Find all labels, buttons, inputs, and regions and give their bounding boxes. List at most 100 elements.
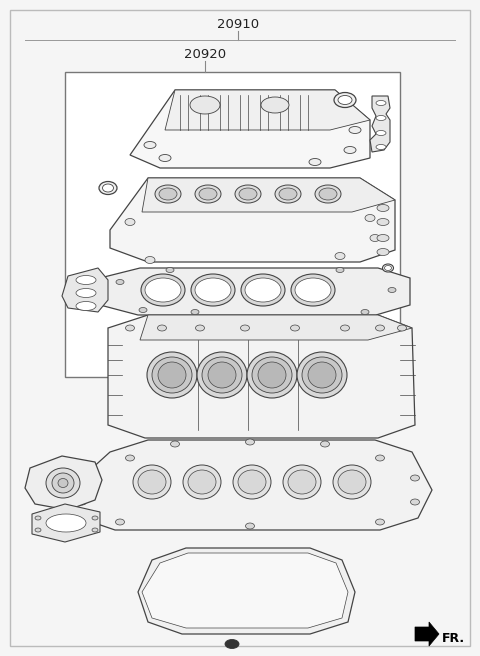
Ellipse shape: [361, 310, 369, 314]
Ellipse shape: [388, 287, 396, 293]
Ellipse shape: [35, 516, 41, 520]
Ellipse shape: [183, 465, 221, 499]
Ellipse shape: [309, 159, 321, 165]
Ellipse shape: [319, 188, 337, 200]
Ellipse shape: [239, 188, 257, 200]
Ellipse shape: [158, 362, 186, 388]
Polygon shape: [25, 456, 102, 510]
Ellipse shape: [340, 325, 349, 331]
Ellipse shape: [92, 528, 98, 532]
Ellipse shape: [188, 470, 216, 494]
Ellipse shape: [375, 325, 384, 331]
Text: 20910: 20910: [217, 18, 259, 30]
Ellipse shape: [166, 268, 174, 272]
Ellipse shape: [376, 144, 386, 150]
Ellipse shape: [377, 205, 389, 211]
Polygon shape: [68, 440, 432, 530]
Ellipse shape: [99, 182, 117, 194]
Ellipse shape: [245, 523, 254, 529]
Ellipse shape: [252, 357, 292, 393]
Ellipse shape: [195, 185, 221, 203]
Ellipse shape: [77, 499, 86, 505]
Polygon shape: [370, 96, 390, 152]
Ellipse shape: [334, 92, 356, 108]
Ellipse shape: [76, 276, 96, 285]
Ellipse shape: [375, 519, 384, 525]
Ellipse shape: [410, 475, 420, 481]
Polygon shape: [130, 90, 370, 168]
Ellipse shape: [376, 115, 386, 121]
Ellipse shape: [195, 325, 204, 331]
Ellipse shape: [377, 234, 389, 241]
Ellipse shape: [202, 357, 242, 393]
Polygon shape: [100, 268, 410, 315]
Ellipse shape: [344, 146, 356, 154]
Ellipse shape: [125, 455, 134, 461]
Ellipse shape: [370, 234, 380, 241]
Ellipse shape: [376, 100, 386, 106]
Ellipse shape: [75, 475, 84, 481]
Ellipse shape: [335, 253, 345, 260]
Ellipse shape: [225, 640, 239, 649]
Ellipse shape: [92, 516, 98, 520]
Ellipse shape: [159, 155, 171, 161]
Ellipse shape: [377, 218, 389, 226]
Ellipse shape: [275, 185, 301, 203]
Ellipse shape: [46, 514, 86, 532]
Ellipse shape: [247, 352, 297, 398]
Ellipse shape: [144, 142, 156, 148]
Ellipse shape: [125, 218, 135, 226]
Ellipse shape: [141, 274, 185, 306]
Ellipse shape: [116, 519, 124, 525]
Ellipse shape: [52, 473, 74, 493]
Ellipse shape: [241, 274, 285, 306]
Ellipse shape: [208, 362, 236, 388]
Ellipse shape: [76, 302, 96, 310]
Ellipse shape: [376, 131, 386, 136]
Ellipse shape: [365, 215, 375, 222]
Ellipse shape: [397, 325, 407, 331]
Ellipse shape: [76, 289, 96, 298]
Ellipse shape: [35, 528, 41, 532]
Ellipse shape: [191, 310, 199, 314]
Ellipse shape: [235, 185, 261, 203]
Ellipse shape: [238, 470, 266, 494]
Ellipse shape: [191, 274, 235, 306]
Polygon shape: [62, 268, 108, 312]
Ellipse shape: [155, 185, 181, 203]
Ellipse shape: [321, 441, 329, 447]
Ellipse shape: [116, 279, 124, 285]
Polygon shape: [140, 315, 412, 340]
Ellipse shape: [295, 278, 331, 302]
Ellipse shape: [199, 188, 217, 200]
Polygon shape: [165, 90, 370, 130]
Ellipse shape: [338, 470, 366, 494]
Ellipse shape: [315, 185, 341, 203]
Polygon shape: [415, 622, 439, 646]
Text: FR.: FR.: [442, 632, 465, 644]
Ellipse shape: [190, 96, 220, 114]
Ellipse shape: [139, 308, 147, 312]
Ellipse shape: [384, 266, 392, 270]
Ellipse shape: [195, 278, 231, 302]
Ellipse shape: [133, 465, 171, 499]
Ellipse shape: [46, 468, 80, 498]
Ellipse shape: [375, 455, 384, 461]
Ellipse shape: [283, 465, 321, 499]
Ellipse shape: [245, 439, 254, 445]
Ellipse shape: [103, 184, 113, 192]
Ellipse shape: [58, 478, 68, 487]
Bar: [65, 72, 400, 377]
Ellipse shape: [197, 352, 247, 398]
Ellipse shape: [279, 188, 297, 200]
Ellipse shape: [245, 278, 281, 302]
Polygon shape: [142, 178, 395, 212]
Ellipse shape: [145, 278, 181, 302]
Ellipse shape: [258, 362, 286, 388]
Ellipse shape: [240, 325, 250, 331]
Ellipse shape: [261, 97, 289, 113]
Ellipse shape: [302, 357, 342, 393]
Ellipse shape: [152, 357, 192, 393]
Ellipse shape: [383, 264, 394, 272]
Ellipse shape: [291, 274, 335, 306]
